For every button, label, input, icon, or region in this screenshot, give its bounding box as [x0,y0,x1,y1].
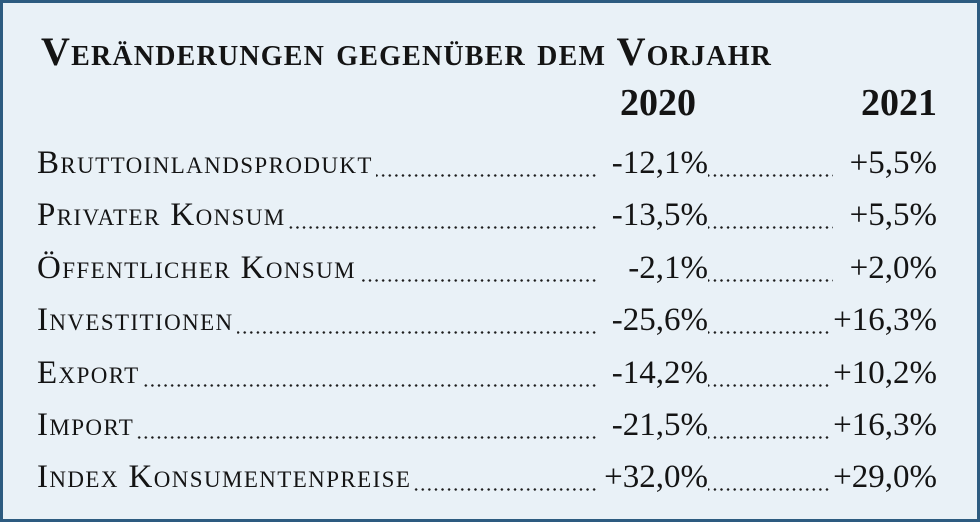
indicator-label: Export [37,346,143,399]
value-2021: +16,3% [831,398,937,451]
indicator-label: Bruttoinlandsprodukt [37,137,376,189]
dot-leader [705,488,833,492]
dot-leader [705,331,833,335]
value-2020: -21,5% [609,398,708,451]
dot-leader [705,226,833,230]
indicator-row: Index Konsumentenpreise +32,0% +29,0% [37,451,937,504]
value-2020: -25,6% [609,294,708,347]
dot-leader [37,383,597,387]
dot-leader [37,331,597,335]
year-header: 2020 2021 [3,77,980,129]
dot-leader [37,435,597,439]
panel-title: Veränderungen gegenüber dem Vorjahr [41,29,773,74]
indicator-list: Bruttoinlandsprodukt -12,1% +5,5% Privat… [37,137,937,504]
indicator-row: Öffentlicher Konsum -2,1% +2,0% [37,241,937,294]
value-2021: +2,0% [847,241,937,294]
indicator-label: Index Konsumentenpreise [37,451,415,504]
value-2020: -14,2% [609,346,708,399]
value-2021: +10,2% [831,346,937,399]
value-2020: -13,5% [609,189,708,242]
indicator-label: Import [37,398,138,451]
year-2021-heading: 2021 [861,82,937,124]
year-2020-heading: 2020 [620,82,696,124]
value-2021: +5,5% [847,137,937,189]
indicator-row: Investitionen -25,6% +16,3% [37,294,937,347]
indicator-label: Privater Konsum [37,189,289,242]
dot-leader [705,174,833,177]
indicator-row: Export -14,2% +10,2% [37,346,937,399]
value-2020: -2,1% [626,241,708,294]
dot-leader [705,435,833,439]
indicator-row: Import -21,5% +16,3% [37,398,937,451]
value-2021: +16,3% [831,294,937,347]
indicator-row: Privater Konsum -13,5% +5,5% [37,189,937,242]
value-2021: +5,5% [847,189,937,242]
indicator-row: Bruttoinlandsprodukt -12,1% +5,5% [37,137,937,189]
value-2020: +32,0% [602,451,708,504]
dot-leader [705,383,833,387]
dot-leader [705,278,833,282]
dot-leader [37,226,597,230]
value-2021: +29,0% [831,451,937,504]
indicator-label: Investitionen [37,294,237,347]
indicator-label: Öffentlicher Konsum [37,241,359,294]
value-2020: -12,1% [609,137,708,189]
